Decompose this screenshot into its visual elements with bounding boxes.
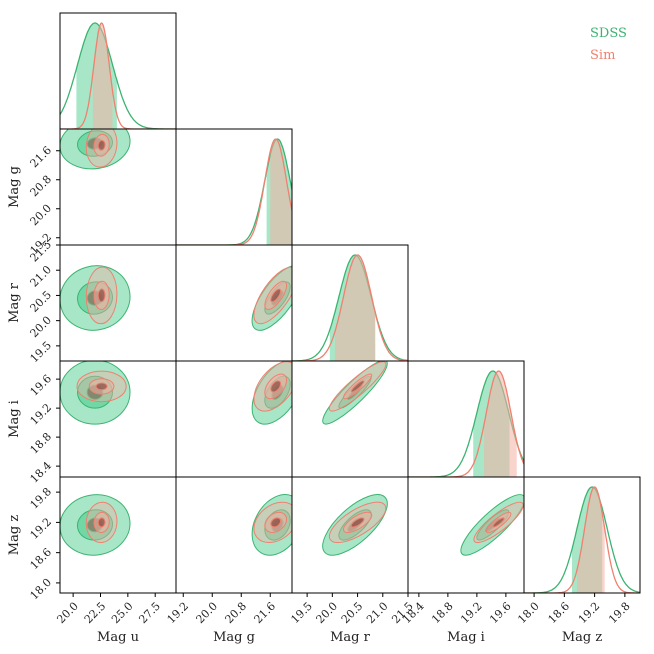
- y-tick-label-i: 18.4: [28, 459, 55, 486]
- x-tick-label-i: 18.8: [429, 600, 456, 627]
- x-tick-label-i: 19.2: [458, 600, 485, 627]
- y-tick-label-g: 21.6: [28, 144, 55, 171]
- y-tick-label-i: 19.6: [28, 372, 55, 399]
- panel-frame: [523, 476, 641, 594]
- contour-g-i: [251, 361, 292, 425]
- panel-frame: [291, 360, 409, 478]
- x-tick-label-g: 20.8: [223, 600, 250, 627]
- x-axis-label-r: Mag r: [330, 630, 371, 645]
- contour-sim-level-3: [95, 382, 108, 391]
- x-tick-label-u: 25.0: [109, 600, 136, 627]
- contour-sim-level-3: [350, 380, 365, 393]
- hist-line-i-sim: [408, 370, 524, 477]
- x-tick-label-u: 22.5: [82, 600, 109, 627]
- contour-sim-level-3: [270, 380, 282, 393]
- contour-g-z: [251, 494, 292, 556]
- contour-sim-level-3: [492, 517, 505, 528]
- contour-sim-level-3: [270, 288, 282, 303]
- x-tick-label-z: 19.2: [576, 600, 603, 627]
- x-tick-label-u: 27.5: [136, 600, 163, 627]
- interval-z-sim: [576, 487, 605, 593]
- x-tick-label-g: 21.6: [252, 600, 279, 627]
- x-tick-label-z: 19.8: [606, 600, 633, 627]
- contour-sim-level-3: [97, 288, 106, 303]
- y-axis-label-r: Mag r: [7, 282, 22, 323]
- x-tick-label-g: 19.2: [165, 600, 192, 627]
- hist-line-r-sdss: [292, 254, 408, 361]
- y-tick-label-r: 19.5: [28, 339, 55, 366]
- x-tick-label-i: 19.6: [487, 600, 514, 627]
- contour-u-r: [60, 265, 131, 331]
- contour-u-z: [60, 494, 131, 556]
- contour-i-z: [460, 494, 524, 556]
- contour-sim-level-3: [270, 517, 282, 528]
- interval-u-sim: [92, 23, 113, 129]
- hist-u: [60, 22, 176, 129]
- x-tick-label-z: 18.0: [515, 600, 542, 627]
- y-tick-label-z: 18.6: [28, 546, 55, 573]
- x-tick-label-r: 21.0: [364, 600, 391, 627]
- y-tick-label-z: 19.2: [28, 515, 55, 542]
- legend-entry-sdss: SDSS: [590, 26, 627, 41]
- panel-frame: [407, 476, 525, 594]
- y-tick-label-g: 20.0: [28, 202, 55, 229]
- x-tick-label-z: 18.6: [546, 600, 573, 627]
- y-axis-label-z: Mag z: [7, 515, 22, 556]
- y-tick-label-r: 20.5: [28, 288, 55, 315]
- x-tick-label-g: 20.0: [194, 600, 221, 627]
- hist-line-u-sim: [60, 22, 176, 129]
- y-tick-label-r: 20.0: [28, 314, 55, 341]
- x-tick-label-u: 20.0: [54, 600, 81, 627]
- legend-entry-sim: Sim: [590, 48, 615, 63]
- y-axis-label-i: Mag i: [7, 400, 22, 438]
- x-axis-label-z: Mag z: [562, 630, 603, 645]
- contour-sim-level-3: [97, 139, 106, 151]
- x-tick-label-r: 19.5: [288, 600, 315, 627]
- x-tick-label-r: 20.0: [314, 600, 341, 627]
- interval-r-sim: [334, 255, 376, 361]
- contour-r-i: [322, 361, 388, 425]
- x-tick-label-r: 20.5: [339, 600, 366, 627]
- hist-line-z-sim: [524, 486, 640, 593]
- interval-g-sim: [270, 139, 292, 245]
- contour-sim-level-3: [350, 517, 365, 528]
- y-tick-label-i: 18.8: [28, 430, 55, 457]
- hist-g: [176, 138, 292, 245]
- y-tick-label-r: 21.0: [28, 263, 55, 290]
- hist-i: [408, 370, 524, 477]
- hist-r: [292, 254, 408, 361]
- y-tick-label-i: 19.2: [28, 401, 55, 428]
- y-tick-label-z: 19.8: [28, 485, 55, 512]
- y-tick-label-z: 18.0: [28, 576, 55, 603]
- y-tick-label-g: 20.8: [28, 173, 55, 200]
- hist-z: [524, 486, 640, 593]
- x-axis-label-i: Mag i: [447, 630, 485, 645]
- x-axis-label-u: Mag u: [97, 630, 139, 645]
- contour-g-r: [251, 265, 292, 331]
- interval-i-sim: [484, 371, 517, 477]
- x-axis-label-g: Mag g: [213, 630, 255, 645]
- y-axis-label-g: Mag g: [7, 166, 22, 208]
- contour-r-z: [322, 494, 388, 556]
- contour-u-i: [60, 361, 131, 425]
- contour-sim-level-3: [97, 517, 106, 528]
